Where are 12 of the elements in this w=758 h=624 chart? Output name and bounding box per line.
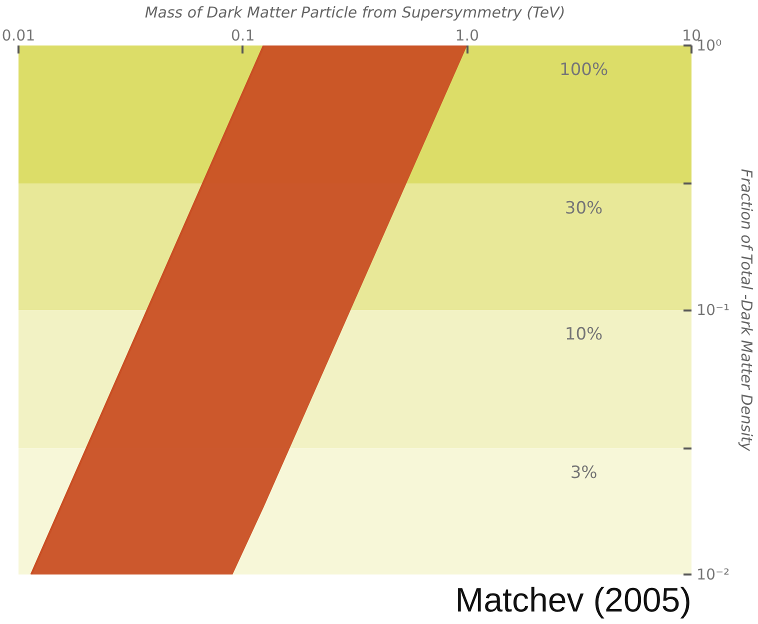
y-tick-label: 10⁻¹ (696, 301, 730, 319)
band-label: 100% (560, 60, 608, 80)
x-tick-label: 1.0 (455, 26, 480, 44)
x-tick-label: 0.1 (230, 26, 255, 44)
x-tick-label: 0.01 (2, 26, 36, 44)
band-label: 3% (570, 462, 598, 483)
x-axis-title: Mass of Dark Matter Particle from Supersymmetry (TeV) (144, 4, 566, 22)
y-tick-label: 10⁻² (696, 566, 730, 584)
y-axis-title: Fraction of Total -Dark Matter Density (738, 168, 756, 452)
band-label: 10% (564, 324, 603, 345)
text: Matchev (2005) (455, 582, 692, 620)
band-label: 30% (564, 198, 603, 218)
